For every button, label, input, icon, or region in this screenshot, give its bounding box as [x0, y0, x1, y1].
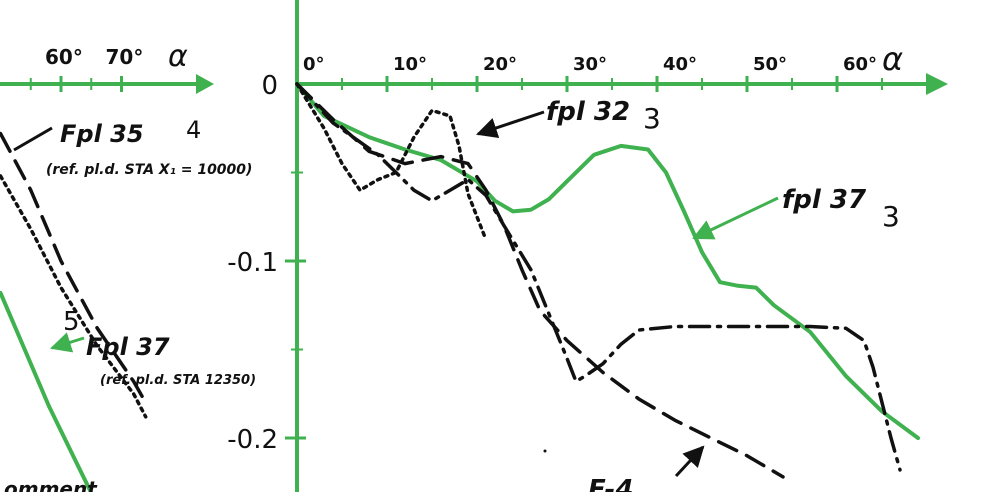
annotation-fpl37: fpl 37 [782, 185, 867, 215]
label-fpl35: Fpl 35 [60, 120, 144, 148]
x-axis-arrowhead [926, 73, 948, 95]
x-tick-label: 10° [393, 54, 427, 75]
pointer-fpl37 [692, 196, 779, 240]
left-series-line-fpl-35 [0, 131, 148, 405]
pointer-fpl35 [13, 126, 53, 152]
x-tick-label: 60° [843, 54, 877, 75]
pointer-fpl32 [476, 110, 545, 138]
ink-speck [543, 449, 547, 453]
x-tick-label: 20° [483, 54, 517, 75]
series-line-fpl-37 [295, 82, 920, 440]
label-fpl37-left-note: (ref. pl.d. STA 12350) [100, 373, 256, 388]
label-fpl35-note: (ref. pl.d. STA X₁ = 10000) [46, 162, 252, 178]
annotation-fpl37-number: 3 [882, 200, 900, 233]
annotation-fpl32-number: 3 [643, 102, 661, 135]
left-x-tick-label: 70° [106, 45, 144, 69]
left-series-line-fpl-37 [0, 290, 96, 497]
left-panel: 60° 70° α Fpl 35 4 (ref. pl.d. STA X₁ = 1… [0, 39, 256, 497]
left-footer-fragment: omment [4, 477, 98, 492]
pointer-fpl37-left [49, 332, 85, 353]
left-x-tick-label: 60° [45, 45, 83, 69]
pointer-f4 [674, 445, 705, 478]
y-tick-label: -0.2 [227, 425, 278, 455]
y-tick-label: 0 [261, 71, 278, 101]
label-fpl35-number: 4 [186, 116, 201, 144]
label-fpl37-left-number: 5 [63, 307, 80, 337]
left-x-axis-arrowhead [196, 74, 214, 94]
series-line-curve-2 [295, 82, 785, 479]
main-panel: α 0° 10° 20° 30° 40° 50° 60° 0 -0.1 -0.2 fpl 32 3… [227, 0, 948, 497]
x-tick-label: 0° [303, 54, 325, 75]
label-fpl37-left: Fpl 37 [86, 333, 170, 361]
y-tick-label: -0.1 [227, 248, 278, 278]
left-x-axis-label: α [168, 39, 188, 74]
x-tick-label: 50° [753, 54, 787, 75]
annotation-fpl32: fpl 32 [546, 97, 630, 127]
x-tick-label: 40° [663, 54, 697, 75]
x-axis-label: α [882, 40, 903, 78]
series-line-curve-3 [295, 82, 902, 472]
x-tick-label: 30° [573, 54, 607, 75]
left-series-line-curve-1 [0, 174, 148, 419]
annotation-f4: F-4 [588, 475, 633, 492]
series-line-fpl-32 [295, 82, 488, 242]
